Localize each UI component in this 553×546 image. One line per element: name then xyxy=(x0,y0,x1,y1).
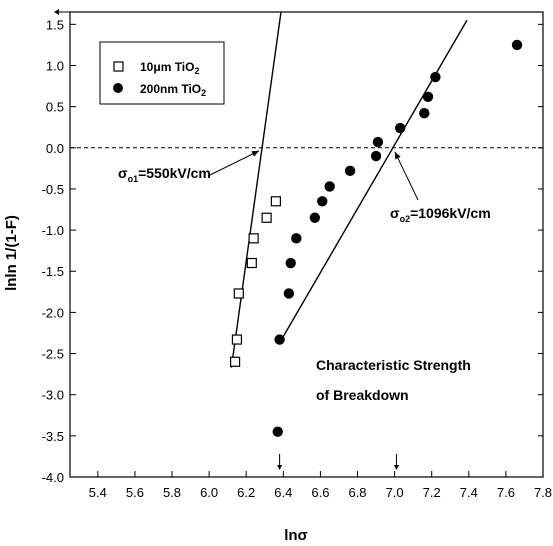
characteristic-strength-label: Characteristic Strength xyxy=(316,357,471,373)
x-tick-label: 6.0 xyxy=(200,485,218,500)
y-tick-label: -0.5 xyxy=(42,182,64,197)
data-point-10um xyxy=(248,233,259,244)
data-point-200nm xyxy=(309,212,321,223)
fit-line-series-0 xyxy=(230,12,282,368)
legend: 10μm TiO2 200nm TiO2 xyxy=(99,41,225,105)
data-point-200nm xyxy=(317,196,328,207)
data-point-200nm xyxy=(344,165,356,177)
y-tick-label: 0.5 xyxy=(46,100,64,115)
y-axis-title: lnln 1/(1-F) xyxy=(3,215,20,291)
data-point-200nm xyxy=(430,71,441,83)
data-point-200nm xyxy=(372,136,384,148)
legend-box xyxy=(99,41,225,105)
data-point-200nm xyxy=(511,39,523,51)
legend-filled-circle-icon xyxy=(113,83,123,93)
data-point-200nm xyxy=(272,426,283,437)
y-tick-label: 1.0 xyxy=(46,58,64,73)
y-tick-label: 1.5 xyxy=(46,17,64,32)
x-tick-label: 7.6 xyxy=(497,485,515,500)
data-point-10um xyxy=(270,196,281,207)
x-tick-label: 6.8 xyxy=(348,485,366,500)
annotations: σo1=550kV/cm σo2=1096kV/cm Characteristi… xyxy=(118,150,491,470)
y-tick-label: 0.0 xyxy=(46,141,64,156)
x-tick-label: 7.8 xyxy=(534,485,552,500)
data-points xyxy=(229,39,523,437)
x-tick-label: 7.4 xyxy=(460,485,478,500)
x-tick-label: 5.4 xyxy=(89,485,107,500)
data-point-200nm xyxy=(324,181,335,192)
legend-open-square-icon xyxy=(113,61,124,72)
legend-label-10um: 10μm TiO2 xyxy=(140,60,200,76)
y-tick-label: -1.0 xyxy=(42,223,64,238)
data-point-200nm xyxy=(291,233,302,244)
axes: 5.4 5.6 5.8 6.0 6.2 6.4 6.6 6.8 7.0 7.2 7.4 7.6 7.8 -… xyxy=(42,9,552,500)
y-tick-label: -3.0 xyxy=(42,388,64,403)
x-tick-label: 6.6 xyxy=(311,485,329,500)
x-axis-title: lnσ xyxy=(284,527,308,544)
x-tick-label: 6.4 xyxy=(274,485,292,500)
data-point-200nm xyxy=(422,91,434,102)
sigma2-arrow-line xyxy=(394,151,419,201)
data-point-10um xyxy=(261,212,272,223)
sigma2-label: σo2=1096kV/cm xyxy=(390,205,491,224)
data-point-200nm xyxy=(370,150,382,162)
y-tick-label: -1.5 xyxy=(42,264,64,279)
x-tick-label: 5.6 xyxy=(126,485,144,500)
y-tick-label: -2.0 xyxy=(42,305,64,320)
y-tick-label: -3.5 xyxy=(42,429,64,444)
fit-line-series-1 xyxy=(278,19,468,344)
of-breakdown-label: of Breakdown xyxy=(316,387,409,403)
y-tick-label: -4.0 xyxy=(42,470,64,485)
y-tick-label: -2.5 xyxy=(42,347,64,362)
sigma1-arrow-line xyxy=(207,150,260,177)
legend-label-200nm: 200nm TiO2 xyxy=(140,82,206,98)
data-point-10um xyxy=(229,356,241,367)
sigma1-label: σo1=550kV/cm xyxy=(118,165,211,184)
data-point-200nm xyxy=(394,122,406,134)
data-point-10um xyxy=(246,257,257,269)
y-axis-arrow-head xyxy=(54,9,59,15)
x-tick-label: 5.8 xyxy=(163,485,181,500)
x-tick-label: 7.2 xyxy=(423,485,441,500)
sigma2-arrow-head xyxy=(394,151,401,160)
data-point-10um xyxy=(233,288,244,299)
data-point-200nm xyxy=(419,108,430,119)
sigma1-arrow-head xyxy=(251,150,260,157)
plot-frame xyxy=(69,11,544,478)
data-point-200nm xyxy=(285,257,296,269)
data-point-200nm xyxy=(274,334,285,345)
bottom-marker-1-head xyxy=(393,465,399,470)
bottom-marker-0-head xyxy=(277,465,283,470)
fit-lines xyxy=(230,12,468,368)
x-tick-label: 6.2 xyxy=(237,485,255,500)
data-point-10um xyxy=(231,334,243,345)
data-point-200nm xyxy=(283,288,295,299)
x-tick-label: 7.0 xyxy=(386,485,404,500)
